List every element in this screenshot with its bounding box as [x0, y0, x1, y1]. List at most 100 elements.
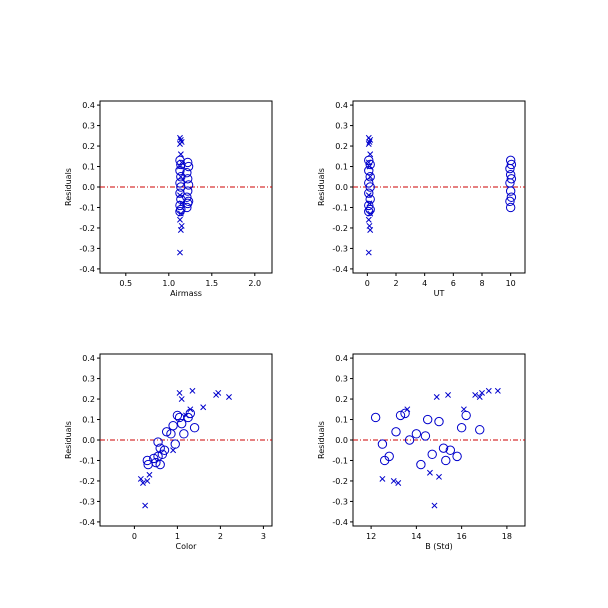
- data-point-circle: [155, 459, 165, 470]
- data-point-cross: [365, 216, 372, 223]
- data-point-circle: [370, 412, 381, 423]
- plot-frame: [99, 353, 273, 527]
- x-axis-label: UT: [434, 289, 445, 298]
- data-point-cross: [176, 389, 183, 396]
- data-point-cross: [178, 396, 185, 403]
- data-point-circle: [506, 159, 517, 170]
- y-tick-label: -0.4: [79, 265, 95, 274]
- data-point-circle: [183, 198, 193, 209]
- data-point-circle: [452, 451, 462, 462]
- data-point-cross: [365, 141, 372, 147]
- x-tick-label: 18: [502, 532, 512, 541]
- data-point-circle: [183, 174, 193, 184]
- data-point-circle: [420, 431, 431, 441]
- chart-panel-3: -0.4 -0.3 -0.2 -0.1 0.0 0.1 0.2 0.3 0.4 0 1 2 3 Color…: [64, 353, 273, 551]
- data-point-circle: [441, 455, 451, 466]
- data-point-circle: [185, 408, 196, 419]
- data-point-cross: [140, 480, 146, 486]
- data-point-cross: [215, 389, 222, 396]
- data-point-cross: [177, 249, 183, 256]
- data-point-cross: [445, 391, 452, 398]
- y-tick-label: -0.2: [79, 224, 95, 233]
- data-point-circle: [422, 414, 433, 425]
- data-point-circle: [177, 418, 187, 429]
- y-tick-label: 0.2: [335, 142, 348, 151]
- x-tick-label: 0: [132, 532, 137, 541]
- data-point-cross: [142, 502, 149, 509]
- data-point-circle: [461, 410, 471, 421]
- data-point-circle: [506, 174, 517, 184]
- data-point-circle: [377, 439, 388, 449]
- y-tick-label: 0.3: [82, 122, 95, 131]
- y-tick-label: 0.0: [335, 436, 348, 445]
- y-tick-label: 0.2: [82, 142, 95, 151]
- y-tick-label: 0.1: [82, 416, 95, 425]
- data-point-cross: [379, 475, 386, 482]
- data-point-circle: [364, 200, 374, 211]
- y-tick-label: 0.3: [335, 122, 348, 131]
- data-point-circle: [364, 178, 374, 188]
- data-point-circle: [151, 457, 161, 468]
- y-tick-label: -0.1: [332, 203, 348, 212]
- y-tick-label: -0.2: [79, 477, 95, 486]
- data-point-circle: [182, 202, 192, 213]
- x-tick-label: 10: [506, 279, 516, 288]
- data-point-circle: [142, 455, 153, 466]
- y-axis-label: Residuals: [317, 168, 326, 206]
- data-point-cross: [476, 394, 483, 400]
- data-point-circle: [175, 178, 185, 188]
- y-tick-label: 0.1: [335, 163, 348, 172]
- data-point-circle: [153, 437, 163, 447]
- y-tick-label: -0.3: [332, 244, 348, 253]
- data-point-circle: [364, 206, 374, 217]
- x-axis-label: Color: [176, 542, 198, 551]
- data-point-circle: [365, 172, 375, 182]
- x-tick-label: 2: [393, 279, 398, 288]
- y-tick-label: -0.2: [332, 477, 348, 486]
- y-tick-label: 0.0: [82, 436, 95, 445]
- y-tick-label: 0.4: [82, 354, 95, 363]
- chart-panel-1: -0.4 -0.3 -0.2 -0.1 0.0 0.1 0.2 0.3 0.4 0.5 1.0 1.5…: [64, 100, 273, 298]
- data-point-circle: [155, 443, 165, 453]
- x-tick-label: 1: [175, 532, 180, 541]
- x-tick-label: 6: [451, 279, 456, 288]
- x-tick-label: 1.0: [162, 279, 175, 288]
- data-point-circle: [416, 459, 426, 470]
- y-axis-label: Residuals: [64, 421, 73, 459]
- chart-panel-4: -0.4 -0.3 -0.2 -0.1 0.0 0.1 0.2 0.3 0.4 12 14 16 18 B…: [317, 353, 526, 551]
- chart-panel-2: -0.4 -0.3 -0.2 -0.1 0.0 0.1 0.2 0.3 0.4 0 2 4 6 8 10 UT…: [317, 100, 526, 298]
- data-point-cross: [200, 404, 207, 411]
- data-point-circle: [391, 427, 401, 437]
- data-point-circle: [170, 439, 180, 449]
- data-point-circle: [159, 445, 170, 455]
- y-tick-label: -0.4: [79, 518, 95, 527]
- x-tick-label: 2: [218, 532, 223, 541]
- data-point-cross: [479, 389, 485, 396]
- x-tick-label: 12: [366, 532, 376, 541]
- data-point-cross: [485, 387, 492, 394]
- data-point-circle: [365, 182, 375, 192]
- data-point-cross: [426, 469, 433, 476]
- data-point-cross: [177, 227, 184, 233]
- y-tick-label: -0.3: [332, 497, 348, 506]
- data-point-cross: [146, 471, 153, 478]
- x-tick-label: 4: [422, 279, 427, 288]
- data-point-circle: [456, 423, 467, 433]
- x-tick-label: 0: [365, 279, 370, 288]
- data-point-circle: [445, 445, 456, 455]
- data-point-circle: [175, 188, 185, 198]
- data-point-circle: [189, 423, 200, 433]
- data-point-circle: [172, 410, 183, 421]
- y-axis-label: Residuals: [64, 168, 73, 206]
- y-tick-label: -0.4: [332, 265, 348, 274]
- data-point-circle: [183, 157, 193, 168]
- x-tick-label: 2.0: [248, 279, 261, 288]
- data-point-circle: [364, 165, 374, 176]
- data-point-cross: [436, 473, 442, 480]
- data-point-circle: [505, 196, 515, 207]
- data-point-circle: [365, 204, 375, 215]
- y-tick-label: 0.0: [335, 183, 348, 192]
- data-point-cross: [494, 387, 501, 394]
- y-tick-label: -0.4: [332, 518, 348, 527]
- data-point-circle: [182, 192, 192, 202]
